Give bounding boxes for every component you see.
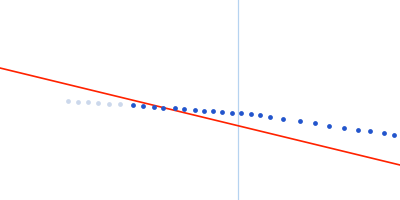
Point: [160, 106, 166, 110]
Point: [248, 112, 254, 116]
Point: [85, 100, 91, 104]
Point: [326, 124, 332, 128]
Point: [355, 128, 361, 132]
Point: [381, 131, 387, 135]
Point: [130, 103, 136, 107]
Point: [219, 110, 225, 114]
Point: [312, 121, 318, 125]
Point: [151, 105, 157, 109]
Point: [257, 113, 263, 117]
Point: [238, 111, 244, 115]
Point: [229, 111, 235, 115]
Point: [117, 102, 123, 106]
Point: [297, 119, 303, 123]
Point: [65, 99, 71, 103]
Point: [367, 129, 373, 133]
Point: [201, 109, 207, 113]
Point: [267, 115, 273, 119]
Point: [172, 106, 178, 110]
Point: [210, 109, 216, 113]
Point: [75, 100, 81, 104]
Point: [140, 104, 146, 108]
Point: [280, 117, 286, 121]
Point: [181, 107, 187, 111]
Point: [341, 126, 347, 130]
Point: [391, 133, 397, 137]
Point: [95, 101, 101, 105]
Point: [192, 108, 198, 112]
Point: [106, 102, 112, 106]
